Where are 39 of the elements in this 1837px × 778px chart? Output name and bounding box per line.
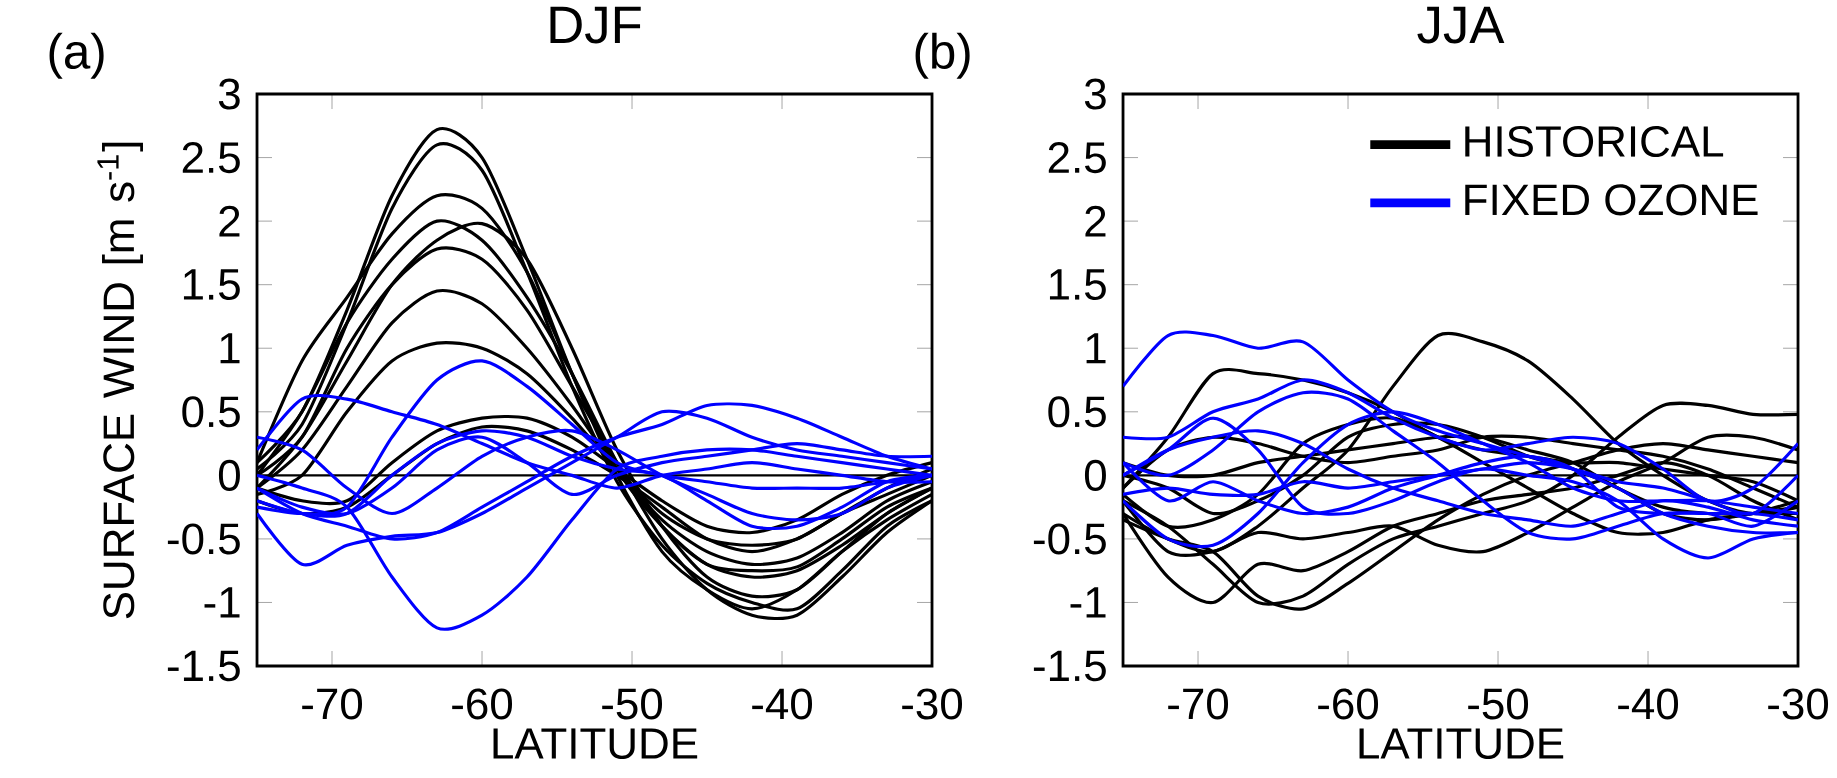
x-tick-label: -60	[452, 688, 513, 720]
chart-title: DJF	[550, 6, 641, 44]
text: (b)	[915, 32, 970, 79]
chart-title: JJA	[1417, 6, 1505, 44]
y-tick-label: -0.5	[167, 523, 240, 555]
y-tick-label: 0.5	[182, 396, 240, 428]
legend-label: FIXED OZONE	[1465, 184, 1758, 216]
x-tick-label: -70	[302, 688, 363, 720]
x-tick-label: -60	[1318, 688, 1379, 720]
y-tick-label: -0.5	[1033, 523, 1106, 555]
x-tick-label: -70	[1168, 688, 1229, 720]
y-tick-label: -1	[204, 587, 240, 618]
y-tick-label: 2.5	[1048, 142, 1106, 174]
y-tick-label: 3	[1084, 78, 1106, 110]
y-tick-label: 0	[1084, 459, 1106, 491]
x-tick-label: -50	[602, 688, 663, 720]
y-tick-label: 1.5	[1049, 269, 1106, 301]
y-tick-label: 1	[1086, 333, 1106, 364]
x-axis-title: LATITUDE	[1359, 728, 1564, 760]
y-tick-label: 1.5	[183, 269, 240, 301]
y-tick-label: 1	[220, 333, 240, 364]
y-axis-title: SURFACE WIND [m s$^{-1}$]	[97, 142, 143, 619]
x-tick-label: -40	[1618, 688, 1679, 720]
y-tick-label: 0	[218, 459, 240, 491]
y-tick-label: 2	[1085, 205, 1106, 237]
y-tick-label: 3	[218, 78, 240, 110]
x-tick-label: -30	[1768, 688, 1829, 720]
y-tick-label: -1.5	[167, 650, 240, 682]
y-tick-label: 2.5	[182, 142, 240, 174]
y-tick-label: -1	[1070, 587, 1106, 618]
y-tick-label: 2	[219, 205, 240, 237]
y-tick-label: 0.5	[1048, 396, 1106, 428]
x-tick-label: -40	[752, 688, 813, 720]
x-axis-title: LATITUDE	[493, 728, 698, 760]
x-tick-label: -50	[1468, 688, 1529, 720]
y-tick-label: -1.5	[1033, 650, 1106, 682]
legend-label: HISTORICAL	[1465, 125, 1724, 158]
x-tick-label: -30	[902, 688, 963, 720]
text: (a)	[49, 32, 104, 79]
